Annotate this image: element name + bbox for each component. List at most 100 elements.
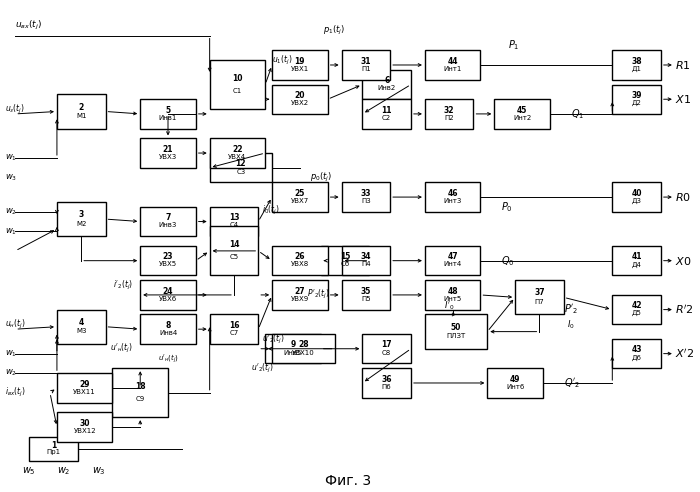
Text: М1: М1 — [76, 113, 87, 119]
Text: 26: 26 — [295, 252, 305, 261]
Text: 43: 43 — [631, 345, 642, 354]
FancyBboxPatch shape — [140, 207, 196, 236]
Text: УВХ3: УВХ3 — [159, 154, 177, 160]
FancyBboxPatch shape — [425, 99, 473, 128]
Text: 38: 38 — [631, 57, 642, 65]
Text: Д1: Д1 — [631, 66, 642, 72]
FancyBboxPatch shape — [57, 373, 113, 402]
Text: 45: 45 — [517, 106, 527, 115]
Text: С2: С2 — [382, 115, 391, 121]
Text: 15: 15 — [340, 252, 350, 261]
FancyBboxPatch shape — [29, 437, 78, 461]
FancyBboxPatch shape — [487, 369, 543, 398]
Text: $u_н(t_j)$: $u_н(t_j)$ — [5, 318, 25, 331]
Text: 9: 9 — [290, 340, 295, 349]
FancyBboxPatch shape — [272, 50, 328, 80]
Text: 12: 12 — [236, 159, 246, 168]
Text: Инт4: Инт4 — [444, 261, 462, 268]
Text: 46: 46 — [447, 189, 458, 198]
Text: С4: С4 — [230, 222, 239, 228]
Text: 42: 42 — [631, 301, 642, 310]
FancyBboxPatch shape — [612, 50, 661, 80]
Text: $w_1$: $w_1$ — [5, 348, 17, 359]
Text: 36: 36 — [382, 375, 392, 384]
FancyBboxPatch shape — [140, 138, 196, 168]
Text: $Q_0$: $Q_0$ — [501, 254, 514, 268]
Text: УВХ9: УВХ9 — [290, 296, 309, 302]
Text: С5: С5 — [230, 254, 239, 260]
Text: П2: П2 — [444, 115, 454, 121]
FancyBboxPatch shape — [612, 183, 661, 212]
Text: $u_з(t_j)$: $u_з(t_j)$ — [5, 102, 24, 116]
FancyBboxPatch shape — [425, 280, 480, 309]
Text: УВХ5: УВХ5 — [159, 261, 177, 268]
Text: $u_1(t_j)$: $u_1(t_j)$ — [272, 54, 293, 66]
FancyBboxPatch shape — [272, 280, 328, 309]
Text: П6: П6 — [382, 384, 391, 390]
Text: $u_{вх}(t_j)$: $u_{вх}(t_j)$ — [15, 19, 43, 32]
Text: 17: 17 — [382, 340, 392, 349]
Text: 48: 48 — [447, 287, 458, 296]
FancyBboxPatch shape — [140, 314, 196, 344]
FancyBboxPatch shape — [363, 70, 411, 99]
Text: П3: П3 — [361, 198, 371, 204]
Text: П1: П1 — [361, 66, 371, 72]
Text: 20: 20 — [295, 91, 305, 100]
Text: $P'_2$: $P'_2$ — [564, 303, 578, 316]
Text: $u'_н(t_j)$: $u'_н(t_j)$ — [111, 342, 133, 355]
Text: УВХ11: УВХ11 — [74, 389, 96, 395]
Text: 2: 2 — [78, 102, 84, 112]
Text: $w_2$: $w_2$ — [5, 207, 17, 217]
Text: П7: П7 — [535, 299, 545, 305]
Text: 18: 18 — [135, 382, 146, 391]
Text: 4: 4 — [78, 318, 84, 327]
FancyBboxPatch shape — [210, 60, 265, 109]
FancyBboxPatch shape — [425, 246, 480, 276]
Text: Инв2: Инв2 — [377, 86, 395, 92]
Text: 10: 10 — [232, 74, 243, 83]
Text: 30: 30 — [79, 419, 90, 428]
Text: $X'2$: $X'2$ — [675, 347, 694, 360]
Text: $I_0$: $I_0$ — [567, 318, 575, 331]
Text: 23: 23 — [163, 252, 174, 261]
Text: Инт6: Инт6 — [506, 384, 524, 390]
Text: $Q_1$: $Q_1$ — [570, 107, 584, 121]
Text: $w_2$: $w_2$ — [5, 368, 17, 378]
FancyBboxPatch shape — [612, 85, 661, 114]
Text: $R0$: $R0$ — [675, 191, 691, 203]
FancyBboxPatch shape — [140, 246, 196, 276]
Text: $w_3$: $w_3$ — [5, 172, 17, 183]
Text: 6: 6 — [384, 76, 389, 85]
Text: 35: 35 — [360, 287, 371, 296]
FancyBboxPatch shape — [342, 280, 390, 309]
Text: $i_{вх}(t_j)$: $i_{вх}(t_j)$ — [5, 386, 26, 400]
Text: Д3: Д3 — [631, 198, 642, 204]
Text: П5: П5 — [361, 296, 371, 302]
FancyBboxPatch shape — [140, 280, 196, 309]
FancyBboxPatch shape — [321, 246, 370, 276]
Text: 44: 44 — [447, 57, 458, 65]
FancyBboxPatch shape — [425, 50, 480, 80]
FancyBboxPatch shape — [210, 314, 258, 344]
Text: $I'_0$: $I'_0$ — [444, 300, 454, 312]
Text: 39: 39 — [631, 91, 642, 100]
Text: УВХ1: УВХ1 — [290, 66, 309, 72]
Text: УВХ8: УВХ8 — [290, 261, 309, 268]
Text: 27: 27 — [295, 287, 305, 296]
FancyBboxPatch shape — [612, 339, 661, 369]
Text: $P_0$: $P_0$ — [501, 200, 513, 214]
Text: 32: 32 — [444, 106, 454, 115]
Text: Д5: Д5 — [631, 310, 641, 316]
Text: $R'2$: $R'2$ — [675, 303, 694, 316]
Text: Инт3: Инт3 — [443, 198, 462, 204]
Text: Д2: Д2 — [631, 100, 641, 106]
Text: Фиг. 3: Фиг. 3 — [326, 474, 372, 488]
Text: 40: 40 — [631, 189, 642, 198]
Text: $R1$: $R1$ — [675, 59, 690, 71]
Text: $u'_2(t_j)$: $u'_2(t_j)$ — [262, 333, 284, 346]
Text: Инт1: Инт1 — [443, 66, 462, 72]
Text: С8: С8 — [382, 349, 391, 356]
FancyBboxPatch shape — [113, 369, 168, 417]
Text: УВХ4: УВХ4 — [228, 154, 246, 160]
Text: $P_1$: $P_1$ — [508, 38, 519, 52]
